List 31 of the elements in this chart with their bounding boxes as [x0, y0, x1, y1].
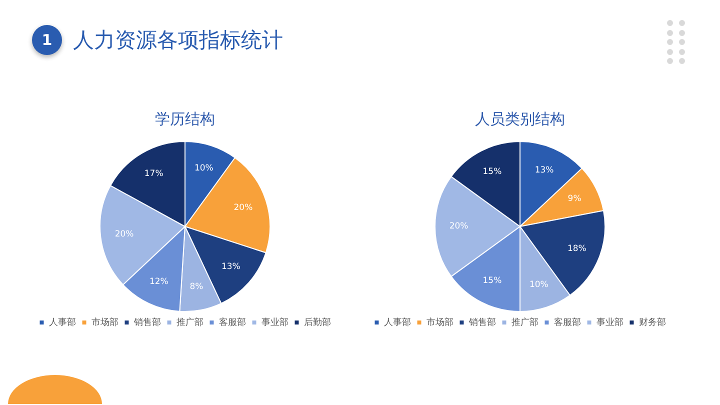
- data-label: 10%: [194, 164, 214, 174]
- legend-label: 销售部: [132, 316, 161, 328]
- legend-label: 市场部: [91, 316, 118, 328]
- legend-label: 人事部: [384, 316, 411, 328]
- data-label: 20%: [449, 222, 468, 232]
- chart-title: 人员类别结构: [475, 110, 565, 128]
- legend-label: 事业部: [261, 316, 288, 328]
- legend-label: 财务部: [638, 316, 666, 328]
- data-label: 15%: [482, 167, 502, 178]
- data-label: 13%: [221, 262, 240, 272]
- data-label: 17%: [144, 169, 164, 180]
- data-label: 12%: [149, 277, 168, 288]
- data-label: 10%: [529, 280, 548, 290]
- data-label: 20%: [114, 229, 134, 240]
- data-label: 18%: [567, 244, 586, 254]
- legend-label: 销售部: [468, 316, 496, 328]
- data-label: 15%: [482, 276, 502, 286]
- legend-label: 事业部: [596, 316, 624, 328]
- legend-label: 人事部: [48, 316, 76, 328]
- text: 人力资源各项指标统计: [73, 27, 283, 54]
- data-label: 13%: [534, 166, 554, 176]
- data-label: 8%: [190, 282, 204, 292]
- legend-label: 客服部: [218, 316, 246, 328]
- legend-label: 客服部: [554, 316, 581, 328]
- data-label: 9%: [568, 194, 582, 204]
- legend-label: 市场部: [426, 316, 454, 328]
- legend-label: 推广部: [511, 316, 538, 328]
- data-label: 20%: [234, 202, 253, 213]
- legend-label: 推广部: [176, 316, 204, 328]
- chart-title: 学历结构: [155, 110, 215, 128]
- legend-label: 后勤部: [304, 316, 331, 328]
